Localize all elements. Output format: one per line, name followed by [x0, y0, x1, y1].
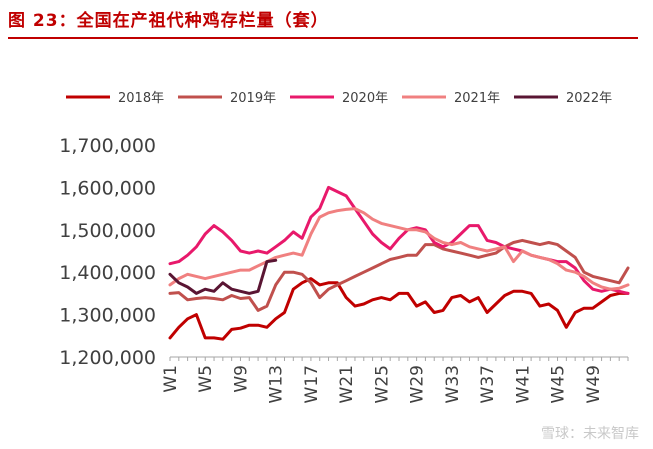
series-line-4: [168, 207, 630, 291]
legend-label: 2019年: [230, 91, 276, 106]
series-line-1: [168, 277, 630, 341]
x-tick-label: W33: [443, 365, 463, 403]
x-tick-label: W13: [267, 365, 287, 403]
x-tick-label: W29: [408, 365, 428, 403]
y-tick-label: 1,300,000: [59, 305, 156, 327]
title-rule: [8, 37, 638, 39]
x-tick-label: W25: [372, 365, 392, 403]
legend-label: 2022年: [566, 91, 612, 106]
y-tick-label: 1,500,000: [59, 220, 156, 242]
series-line-2: [168, 238, 630, 312]
x-tick-label: W5: [196, 365, 216, 393]
series-line-5: [168, 258, 278, 295]
legend-label: 2021年: [454, 91, 500, 106]
x-tick-label: W45: [549, 365, 569, 403]
y-tick-label: 1,200,000: [59, 347, 156, 369]
y-tick-label: 1,400,000: [59, 262, 156, 284]
x-tick-label: W41: [513, 365, 533, 403]
y-tick-label: 1,600,000: [59, 177, 156, 199]
watermark: 雪球：未来智库: [541, 426, 639, 442]
x-tick-label: W17: [302, 365, 322, 403]
y-axis: 1,200,000 1,300,000 1,400,000 1,500,000 1,60…: [59, 135, 156, 369]
x-tick-label: W9: [231, 365, 251, 393]
series-layer: [168, 185, 630, 341]
x-tick-label: W37: [478, 365, 498, 403]
series-line-3: [168, 185, 630, 295]
legend-label: 2020年: [342, 91, 388, 106]
x-tick-label: W49: [584, 365, 604, 403]
x-tick-label: W21: [337, 365, 357, 403]
legend-label: 2018年: [118, 91, 164, 106]
y-tick-label: 1,700,000: [59, 135, 156, 157]
x-tick-label: W1: [161, 365, 181, 393]
chart-legend: 2018年 2019年 2020年 2021年 2022年: [66, 91, 612, 106]
figure-title: 图 23：全国在产祖代种鸡存栏量（套）: [8, 11, 329, 31]
x-axis: W1 W5 W9 W13 W17 W21 W25 W29 W33 W37 W41 W45 W49: [161, 356, 629, 403]
